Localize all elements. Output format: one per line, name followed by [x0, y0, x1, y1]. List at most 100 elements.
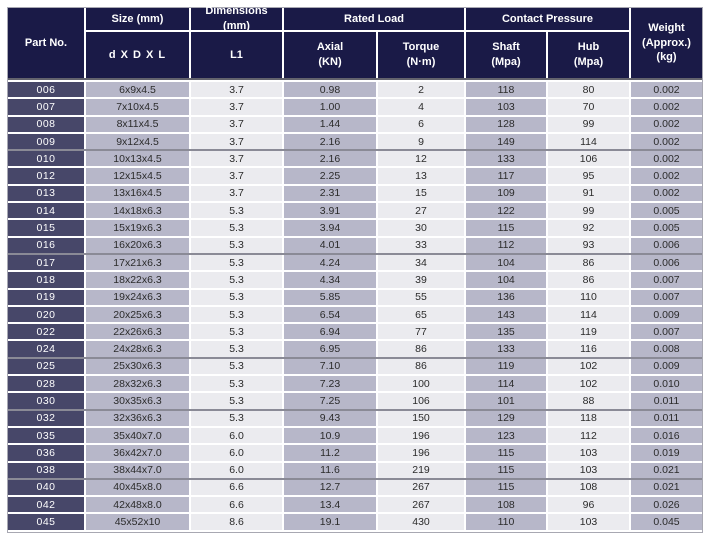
cell-axial-load: 5.85 [284, 289, 376, 305]
cell-part-no: 016 [8, 237, 84, 253]
cell-part-no: 009 [8, 133, 84, 150]
cell-l1: 6.6 [191, 497, 282, 513]
cell-torque: 12 [378, 151, 464, 167]
cell-size: 16x20x6.3 [86, 237, 189, 253]
cell-weight: 0.006 [631, 254, 702, 271]
cell-part-no: 028 [8, 376, 84, 392]
cell-size: 18x22x6.3 [86, 272, 189, 288]
cell-axial-load: 13.4 [284, 497, 376, 513]
cell-l1: 3.7 [191, 151, 282, 167]
cell-hub-pressure: 70 [548, 99, 629, 115]
table-row: 028 28x32x6.3 5.3 7.23 100 114 102 0.010 [8, 376, 702, 392]
cell-torque: 196 [378, 445, 464, 461]
cell-axial-load: 4.34 [284, 272, 376, 288]
cell-weight: 0.005 [631, 220, 702, 236]
header-torque-line2: (N·m) [406, 56, 436, 68]
cell-axial-load: 6.95 [284, 341, 376, 357]
cell-axial-load: 2.16 [284, 133, 376, 150]
header-weight-line3: (kg) [656, 51, 677, 64]
header-size-group: Size (mm) [86, 8, 189, 30]
table-row: 045 45x52x10 8.6 19.1 430 110 103 0.045 [8, 514, 702, 530]
cell-hub-pressure: 108 [548, 479, 629, 496]
header-torque-line1: Torque [402, 41, 440, 54]
cell-size: 15x19x6.3 [86, 220, 189, 236]
cell-torque: 15 [378, 185, 464, 202]
table-header: Part No. Size (mm) Dimensions (mm) Rated… [8, 5, 702, 80]
cell-axial-load: 1.44 [284, 116, 376, 132]
cell-shaft-pressure: 117 [466, 168, 546, 184]
cell-hub-pressure: 103 [548, 445, 629, 461]
cell-axial-load: 3.91 [284, 203, 376, 219]
table-row: 009 9x12x4.5 3.7 2.16 9 149 114 0.002 [8, 133, 702, 152]
cell-shaft-pressure: 118 [466, 82, 546, 98]
cell-shaft-pressure: 110 [466, 514, 546, 530]
cell-part-no: 006 [8, 82, 84, 98]
header-contact-pressure-group: Contact Pressure [466, 8, 629, 30]
cell-axial-load: 7.23 [284, 376, 376, 392]
table-row: 040 40x45x8.0 6.6 12.7 267 115 108 0.021 [8, 479, 702, 496]
cell-shaft-pressure: 135 [466, 324, 546, 340]
cell-l1: 5.3 [191, 272, 282, 288]
cell-size: 45x52x10 [86, 514, 189, 530]
cell-axial-load: 0.98 [284, 82, 376, 98]
cell-axial-load: 11.6 [284, 462, 376, 478]
cell-shaft-pressure: 104 [466, 272, 546, 288]
cell-hub-pressure: 103 [548, 514, 629, 530]
header-part-no-label: Part No. [24, 36, 68, 49]
cell-weight: 0.021 [631, 462, 702, 478]
cell-size: 35x40x7.0 [86, 427, 189, 444]
cell-hub-pressure: 102 [548, 376, 629, 392]
cell-shaft-pressure: 114 [466, 376, 546, 392]
cell-torque: 77 [378, 324, 464, 340]
cell-hub-pressure: 106 [548, 151, 629, 167]
cell-shaft-pressure: 122 [466, 203, 546, 219]
cell-shaft-pressure: 103 [466, 99, 546, 115]
header-weight: Weight (Approx.) (kg) [631, 8, 702, 78]
cell-part-no: 024 [8, 341, 84, 357]
cell-shaft-pressure: 119 [466, 358, 546, 375]
header-shaft-line1: Shaft [492, 41, 520, 54]
cell-hub-pressure: 88 [548, 393, 629, 409]
cell-part-no: 013 [8, 185, 84, 202]
cell-size: 22x26x6.3 [86, 324, 189, 340]
cell-l1: 6.0 [191, 445, 282, 461]
cell-l1: 6.0 [191, 427, 282, 444]
cell-part-no: 030 [8, 393, 84, 409]
cell-weight: 0.005 [631, 203, 702, 219]
cell-size: 7x10x4.5 [86, 99, 189, 115]
cell-hub-pressure: 110 [548, 289, 629, 305]
cell-torque: 13 [378, 168, 464, 184]
cell-torque: 86 [378, 341, 464, 357]
cell-torque: 2 [378, 82, 464, 98]
cell-weight: 0.002 [631, 151, 702, 167]
cell-part-no: 018 [8, 272, 84, 288]
cell-hub-pressure: 80 [548, 82, 629, 98]
cell-shaft-pressure: 115 [466, 445, 546, 461]
table-row: 024 24x28x6.3 5.3 6.95 86 133 116 0.008 [8, 341, 702, 359]
cell-part-no: 008 [8, 116, 84, 132]
cell-part-no: 019 [8, 289, 84, 305]
cell-l1: 6.6 [191, 479, 282, 496]
cell-hub-pressure: 99 [548, 203, 629, 219]
cell-size: 25x30x6.3 [86, 358, 189, 375]
header-size-group-label: Size (mm) [111, 12, 164, 25]
cell-l1: 5.3 [191, 324, 282, 340]
cell-l1: 3.7 [191, 168, 282, 184]
cell-size: 40x45x8.0 [86, 479, 189, 496]
header-part-no: Part No. [8, 8, 84, 78]
table-row: 018 18x22x6.3 5.3 4.34 39 104 86 0.007 [8, 272, 702, 288]
table-body: 006 6x9x4.5 3.7 0.98 2 118 80 0.002 007 … [8, 80, 702, 530]
cell-torque: 100 [378, 376, 464, 392]
table-row: 042 42x48x8.0 6.6 13.4 267 108 96 0.026 [8, 497, 702, 513]
cell-part-no: 025 [8, 358, 84, 375]
header-axial-line2: (KN) [318, 56, 342, 68]
header-contact-pressure-label: Contact Pressure [501, 12, 594, 25]
cell-torque: 33 [378, 237, 464, 253]
header-axial-line1: Axial [316, 41, 344, 54]
cell-l1: 5.3 [191, 306, 282, 323]
cell-weight: 0.019 [631, 445, 702, 461]
table-row: 025 25x30x6.3 5.3 7.10 86 119 102 0.009 [8, 358, 702, 375]
cell-part-no: 014 [8, 203, 84, 219]
cell-torque: 9 [378, 133, 464, 150]
cell-l1: 8.6 [191, 514, 282, 530]
